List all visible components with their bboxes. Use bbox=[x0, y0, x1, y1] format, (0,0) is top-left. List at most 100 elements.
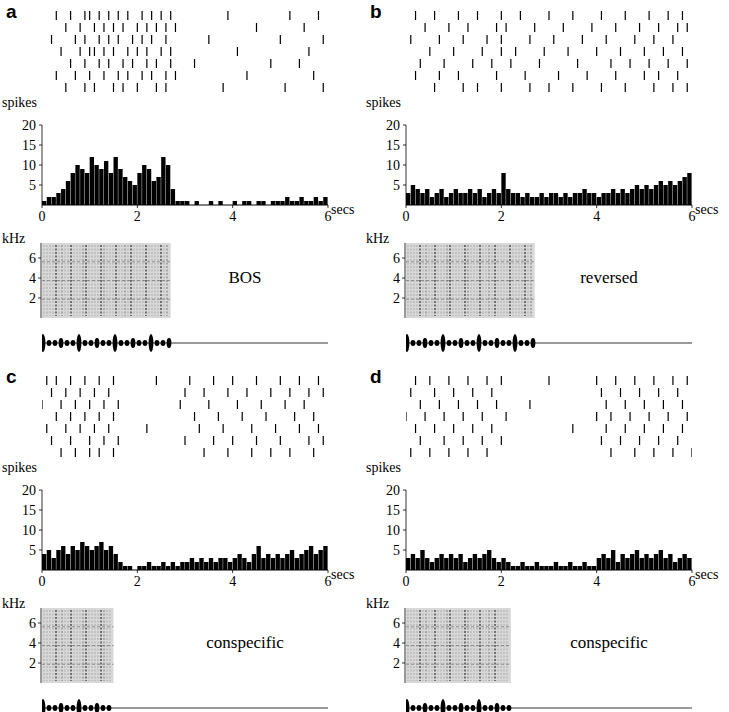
spike bbox=[80, 47, 81, 56]
spike bbox=[94, 424, 95, 433]
spike bbox=[323, 83, 324, 92]
spike bbox=[491, 388, 492, 397]
spike bbox=[501, 47, 502, 56]
bar bbox=[458, 554, 462, 570]
bar bbox=[573, 193, 577, 205]
spike bbox=[496, 71, 497, 80]
spike bbox=[280, 35, 281, 44]
spike bbox=[467, 448, 468, 457]
spike bbox=[46, 376, 47, 385]
spike bbox=[482, 412, 483, 421]
bar bbox=[85, 546, 89, 570]
spike bbox=[227, 11, 228, 20]
bar bbox=[621, 554, 625, 570]
spike bbox=[420, 400, 421, 409]
bar bbox=[573, 566, 577, 570]
spike bbox=[582, 35, 583, 44]
bar bbox=[554, 193, 558, 205]
waveform-burst bbox=[143, 340, 148, 346]
waveform-burst bbox=[95, 703, 100, 712]
spectrogram-texture bbox=[406, 645, 511, 646]
bar bbox=[463, 562, 467, 570]
waveform-burst bbox=[471, 340, 476, 346]
spike bbox=[75, 35, 76, 44]
bar bbox=[525, 193, 529, 205]
waveform-burst bbox=[107, 705, 112, 711]
x-tick-label: 4 bbox=[593, 209, 600, 224]
bars bbox=[42, 157, 328, 205]
spike bbox=[151, 71, 152, 80]
spike bbox=[99, 376, 100, 385]
bars bbox=[406, 550, 692, 570]
bar bbox=[640, 558, 644, 570]
spike bbox=[156, 83, 157, 92]
bar bbox=[66, 554, 70, 570]
bar bbox=[71, 173, 75, 205]
spike bbox=[318, 424, 319, 433]
spike bbox=[308, 47, 309, 56]
spike bbox=[515, 47, 516, 56]
spike bbox=[313, 412, 314, 421]
spike bbox=[161, 47, 162, 56]
spike bbox=[51, 436, 52, 445]
bars bbox=[42, 542, 328, 570]
spike bbox=[94, 83, 95, 92]
bar bbox=[511, 193, 515, 205]
bar bbox=[280, 201, 284, 205]
spike bbox=[653, 448, 654, 457]
spike bbox=[308, 436, 309, 445]
spectrogram-texture bbox=[55, 245, 57, 316]
spike bbox=[458, 11, 459, 20]
spike bbox=[89, 47, 90, 56]
bar bbox=[152, 566, 156, 570]
spike bbox=[99, 35, 100, 44]
bar bbox=[323, 546, 327, 570]
spike bbox=[113, 376, 114, 385]
bar bbox=[190, 558, 194, 570]
spike bbox=[156, 376, 157, 385]
bar bbox=[468, 189, 472, 205]
spike bbox=[122, 59, 123, 68]
bar bbox=[266, 554, 270, 570]
spectrogram-y-label: kHz bbox=[2, 596, 25, 611]
spike bbox=[463, 83, 464, 92]
spike bbox=[99, 448, 100, 457]
bar bbox=[242, 558, 246, 570]
spectrogram-area bbox=[406, 243, 535, 318]
spike bbox=[606, 424, 607, 433]
bar bbox=[175, 201, 179, 205]
bar bbox=[166, 165, 170, 205]
bar bbox=[85, 173, 89, 205]
x-tick bbox=[328, 205, 329, 208]
spike bbox=[620, 47, 621, 56]
spike bbox=[118, 400, 119, 409]
bar bbox=[520, 197, 524, 205]
spike bbox=[165, 35, 166, 44]
spike bbox=[677, 71, 678, 80]
spike bbox=[127, 11, 128, 20]
spike bbox=[548, 376, 549, 385]
spike bbox=[237, 47, 238, 56]
waveform-burst bbox=[42, 334, 45, 352]
bar bbox=[668, 181, 672, 205]
waveform-burst bbox=[71, 340, 76, 346]
spike bbox=[237, 400, 238, 409]
spike bbox=[615, 71, 616, 80]
bar bbox=[635, 185, 639, 205]
spike bbox=[270, 59, 271, 68]
waveform-burst bbox=[501, 340, 506, 346]
y-label: spikes bbox=[366, 460, 401, 475]
waveform-burst bbox=[429, 340, 434, 346]
y-tick-label: 5 bbox=[29, 178, 36, 193]
spectrogram-tick-label: 6 bbox=[393, 616, 400, 631]
spike bbox=[213, 436, 214, 445]
spike bbox=[103, 23, 104, 32]
spike bbox=[529, 400, 530, 409]
spectrogram-tick bbox=[38, 643, 41, 644]
spectrogram-texture bbox=[42, 664, 114, 665]
waveform-burst bbox=[441, 334, 446, 352]
bar bbox=[171, 189, 175, 205]
waveform-burst bbox=[47, 340, 52, 346]
spike bbox=[434, 11, 435, 20]
spectrogram-tick bbox=[38, 663, 41, 664]
